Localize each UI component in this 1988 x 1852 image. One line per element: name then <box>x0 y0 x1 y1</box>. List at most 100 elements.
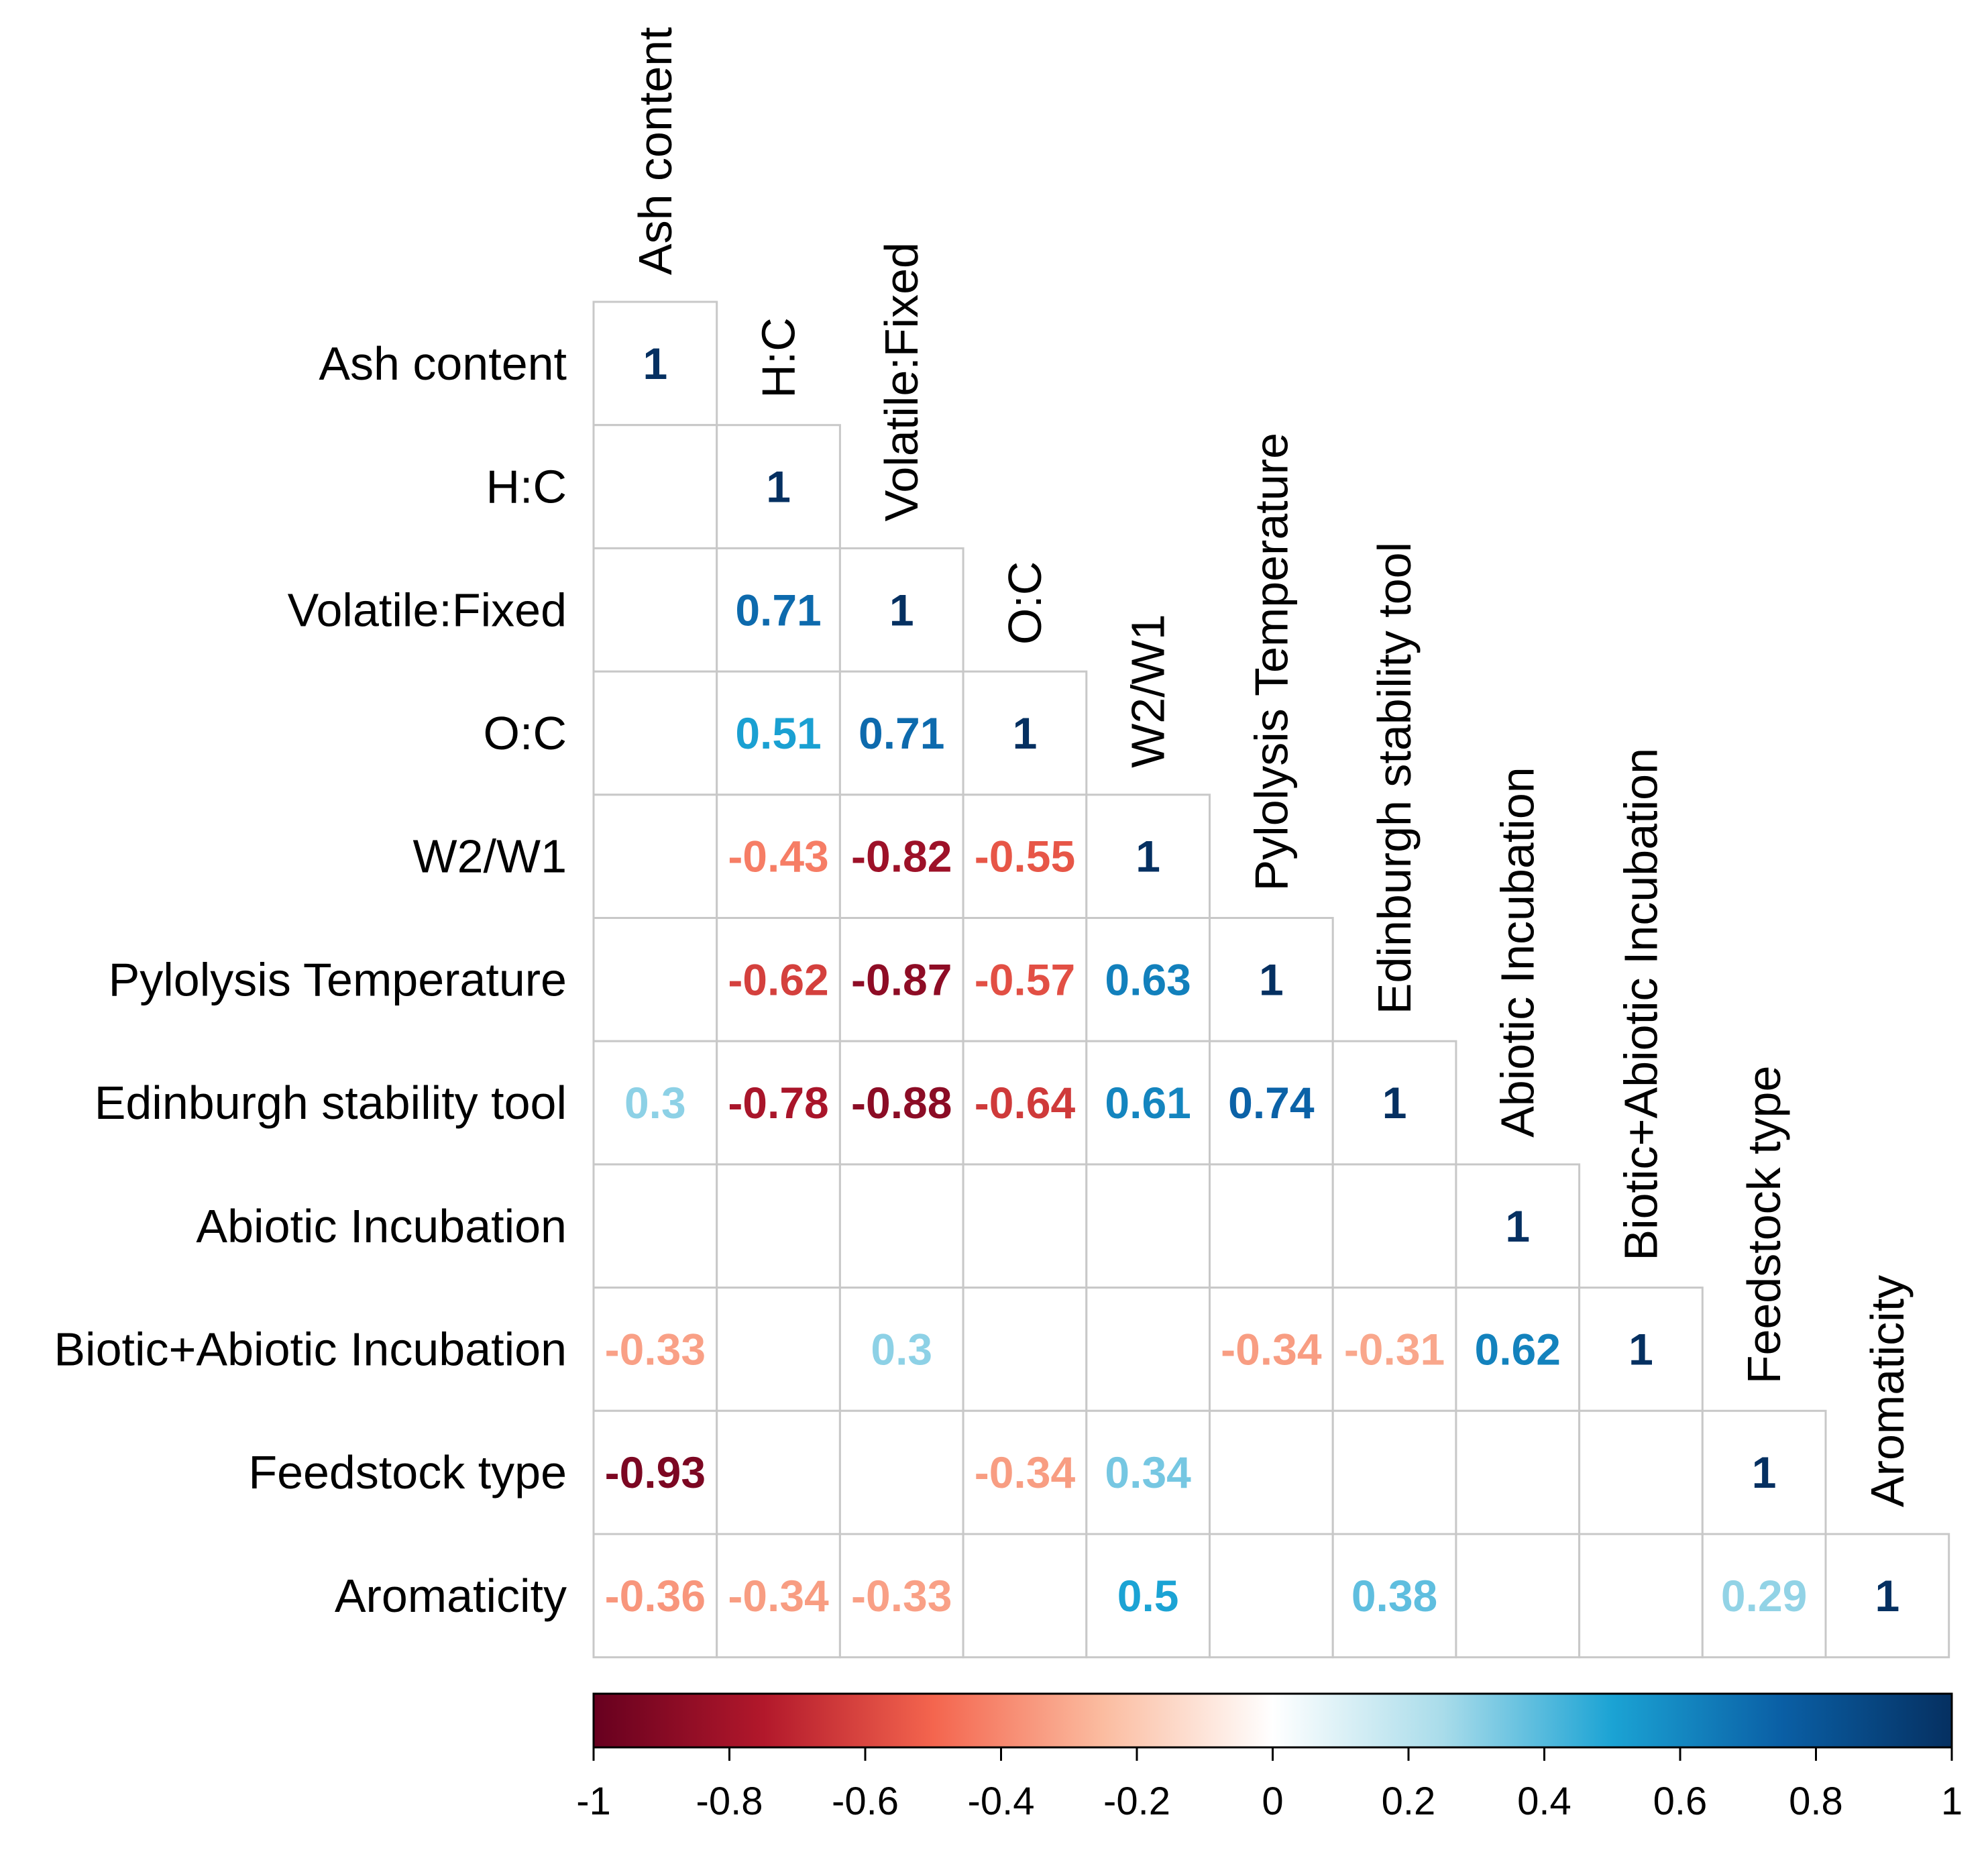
value-label: -0.88 <box>851 1078 952 1128</box>
cell-edinburgh-stability-tool-pylolysis-temperature <box>1209 1040 1334 1166</box>
cell-pylolysis-temperature-o-c <box>962 917 1088 1042</box>
cell-feedstock-type-pylolysis-temperature <box>1209 1409 1334 1535</box>
value-label: 0.29 <box>1721 1571 1807 1621</box>
row-label-abiotic-incubation: Abiotic Incubation <box>196 1200 567 1252</box>
col-label-h-c: H:C <box>753 317 805 398</box>
row-label-aromaticity: Aromaticity <box>335 1570 567 1622</box>
cell-o-c-ash-content <box>592 670 718 796</box>
value-label: -0.55 <box>975 832 1075 881</box>
value-label: 0.71 <box>859 708 944 758</box>
value-label: 0.74 <box>1228 1078 1315 1128</box>
cell-feedstock-type-ash-content <box>592 1409 718 1535</box>
colorbar-tick-label: -0.2 <box>1103 1780 1170 1823</box>
value-label: 1 <box>766 462 791 512</box>
cell-volatile-fixed-h-c <box>716 547 841 673</box>
col-label-biotic-abiotic-incubation: Biotic+Abiotic Incubation <box>1614 748 1667 1261</box>
colorbar-tick-label: 0.8 <box>1789 1780 1843 1823</box>
row-labels: Ash content H:C Volatile:Fixed O:C W2/W1 Pylo… <box>54 337 567 1622</box>
value-label: -0.57 <box>975 955 1075 1004</box>
cell-biotic-abiotic-incubation-ash-content <box>592 1287 718 1412</box>
colorbar-tick-label: 0 <box>1262 1780 1283 1823</box>
value-label: 1 <box>1259 955 1284 1004</box>
value-label: -0.34 <box>1221 1324 1322 1374</box>
value-label: -0.87 <box>851 955 952 1004</box>
row-label-h-c: H:C <box>486 461 567 513</box>
value-label: 0.34 <box>1105 1448 1191 1497</box>
colorbar-tick-label: 0.6 <box>1653 1780 1708 1823</box>
colorbar: -1 -0.8 -0.6 -0.4 -0.2 0 0.2 0.4 0.6 0.8 1 <box>576 1692 1963 1823</box>
value-label: -0.34 <box>728 1571 829 1621</box>
value-label: 0.5 <box>1117 1571 1179 1621</box>
cell-feedstock-type-biotic-abiotic-incubation <box>1578 1409 1704 1535</box>
cell-feedstock-type-w2-w1 <box>1085 1409 1211 1535</box>
value-label: -0.34 <box>975 1448 1076 1497</box>
colorbar-tick-label: 1 <box>1941 1780 1963 1823</box>
cell-abiotic-incubation-ash-content <box>592 1163 718 1289</box>
cell-aromaticity-abiotic-incubation <box>1455 1533 1581 1659</box>
cell-pylolysis-temperature-volatile-fixed <box>838 917 964 1042</box>
value-label: -0.31 <box>1344 1324 1445 1374</box>
cell-h-c-ash-content <box>592 424 718 549</box>
cell-biotic-abiotic-incubation-w2-w1 <box>1085 1287 1211 1412</box>
cell-aromaticity-o-c <box>962 1533 1088 1659</box>
cell-pylolysis-temperature-ash-content <box>592 917 718 1042</box>
value-label: 0.61 <box>1105 1078 1191 1128</box>
cell-edinburgh-stability-tool-ash-content <box>592 1040 718 1166</box>
value-label: -0.43 <box>728 832 828 881</box>
cell-w2-w1-h-c <box>716 794 841 920</box>
value-label: 0.62 <box>1475 1324 1561 1374</box>
cell-abiotic-incubation-h-c <box>716 1163 841 1289</box>
value-label: 0.63 <box>1105 955 1191 1004</box>
row-label-o-c: O:C <box>484 707 567 759</box>
cell-aromaticity-aromaticity <box>1824 1533 1950 1659</box>
colorbar-tick-label: -0.6 <box>832 1780 899 1823</box>
cell-w2-w1-volatile-fixed <box>838 794 964 920</box>
value-label: 0.71 <box>735 585 821 635</box>
cell-aromaticity-feedstock-type <box>1701 1533 1827 1659</box>
col-label-volatile-fixed: Volatile:Fixed <box>875 242 928 521</box>
cell-biotic-abiotic-incubation-biotic-abiotic-incubation <box>1578 1287 1704 1412</box>
col-label-ash-content: Ash content <box>629 27 681 275</box>
value-label: 1 <box>1875 1571 1899 1621</box>
cell-feedstock-type-h-c <box>716 1409 841 1535</box>
cell-feedstock-type-abiotic-incubation <box>1455 1409 1581 1535</box>
value-label: -0.62 <box>728 955 828 1004</box>
cell-aromaticity-w2-w1 <box>1085 1533 1211 1659</box>
row-label-biotic-abiotic-incubation: Biotic+Abiotic Incubation <box>54 1323 567 1375</box>
value-label: 0.38 <box>1351 1571 1437 1621</box>
cell-ash-content-ash-content <box>592 301 718 427</box>
cell-abiotic-incubation-o-c <box>962 1163 1088 1289</box>
value-label: -0.64 <box>975 1078 1076 1128</box>
colorbar-tick-label: 0.4 <box>1517 1780 1571 1823</box>
colorbar-tick-label: -0.8 <box>696 1780 763 1823</box>
matrix-cells: 110.71 10.51 0.71 1-0.43 -0.82 -0.55 1-0.62 -0.… <box>592 301 1950 1659</box>
value-label: 0.3 <box>624 1078 686 1128</box>
col-label-o-c: O:C <box>999 561 1051 645</box>
colorbar-tick-label: 0.2 <box>1382 1780 1436 1823</box>
cell-edinburgh-stability-tool-edinburgh-stability-tool <box>1331 1040 1457 1166</box>
cell-edinburgh-stability-tool-h-c <box>716 1040 841 1166</box>
value-label: 0.3 <box>871 1324 932 1374</box>
row-label-feedstock-type: Feedstock type <box>248 1446 567 1499</box>
cell-biotic-abiotic-incubation-volatile-fixed <box>838 1287 964 1412</box>
cell-volatile-fixed-ash-content <box>592 547 718 673</box>
col-label-w2-w1: W2/W1 <box>1122 614 1174 767</box>
cell-abiotic-incubation-abiotic-incubation <box>1455 1163 1581 1289</box>
cell-feedstock-type-edinburgh-stability-tool <box>1331 1409 1457 1535</box>
value-label: 1 <box>1136 832 1160 881</box>
cell-edinburgh-stability-tool-volatile-fixed <box>838 1040 964 1166</box>
cell-pylolysis-temperature-h-c <box>716 917 841 1042</box>
row-label-pylolysis-temperature: Pylolysis Temperature <box>109 953 567 1005</box>
colorbar-tick-label: -1 <box>576 1780 611 1823</box>
colorbar-gradient <box>592 1692 1953 1749</box>
cell-w2-w1-ash-content <box>592 794 718 920</box>
value-label: 1 <box>1628 1324 1653 1374</box>
cell-aromaticity-biotic-abiotic-incubation <box>1578 1533 1704 1659</box>
row-label-edinburgh-stability-tool: Edinburgh stability tool <box>95 1077 567 1129</box>
cell-abiotic-incubation-w2-w1 <box>1085 1163 1211 1289</box>
col-label-pylolysis-temperature: Pylolysis Temperature <box>1245 433 1297 891</box>
cell-edinburgh-stability-tool-w2-w1 <box>1085 1040 1211 1166</box>
value-label: -0.33 <box>851 1571 952 1621</box>
row-label-volatile-fixed: Volatile:Fixed <box>288 584 567 636</box>
value-label: 0.51 <box>735 708 821 758</box>
